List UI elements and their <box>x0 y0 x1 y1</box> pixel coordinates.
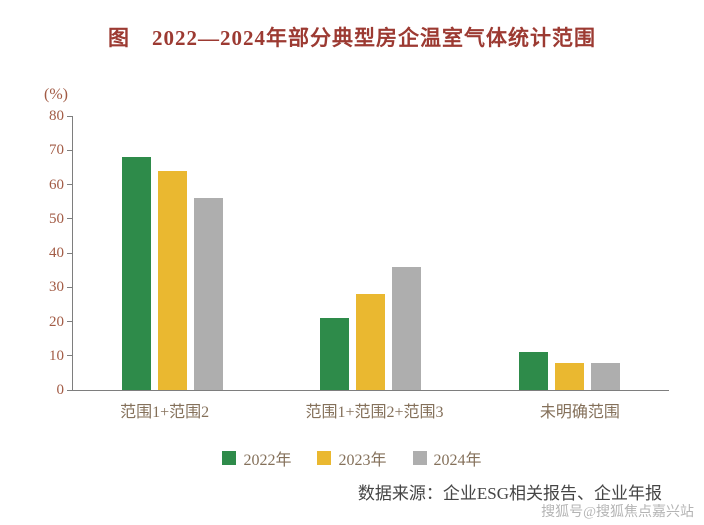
y-axis-unit-label: (%) <box>44 86 68 103</box>
category-label: 未明确范围 <box>539 404 620 421</box>
plot-area: 0 10 20 30 40 50 60 70 80 <box>49 108 669 398</box>
bar-2022年 <box>121 157 151 390</box>
bar-2022年 <box>519 352 549 390</box>
y-tick-mark <box>67 321 73 322</box>
bar-2023年 <box>157 170 187 390</box>
y-tick-label: 50 <box>49 210 64 227</box>
y-tick-label: 80 <box>49 108 64 124</box>
category-label: 范围1+范围2 <box>120 404 210 421</box>
bar-group <box>320 116 422 390</box>
watermark-text: 搜狐号@搜狐焦点嘉兴站 <box>541 505 694 520</box>
y-tick-label: 10 <box>49 347 64 364</box>
legend-label: 2024年 <box>433 452 482 469</box>
y-tick-label: 0 <box>56 382 65 398</box>
legend-swatch <box>222 451 237 465</box>
bar-2024年 <box>392 266 422 390</box>
legend-swatch <box>317 451 332 465</box>
y-tick-label: 40 <box>49 245 64 261</box>
bar-2023年 <box>555 362 585 390</box>
bar-2024年 <box>591 362 621 390</box>
legend-item: 2022年 <box>222 446 291 470</box>
bar-group <box>519 116 621 390</box>
y-tick-mark <box>67 184 73 185</box>
legend-item: 2024年 <box>412 446 482 470</box>
y-tick-label: 60 <box>49 176 64 193</box>
legend: 2022年 2023年 2024年 <box>0 446 704 470</box>
category-label: 范围1+范围2+范围3 <box>305 404 444 421</box>
y-tick-label: 20 <box>49 313 64 330</box>
category-labels: 范围1+范围2 范围1+范围2+范围3 未明确范围 <box>72 398 668 422</box>
y-tick-label: 30 <box>49 279 64 296</box>
y-tick-mark <box>67 286 73 288</box>
data-source-text: 数据来源：企业ESG相关报告、企业年报 <box>357 484 662 503</box>
y-tick-mark <box>67 149 73 151</box>
y-tick-label: 70 <box>49 142 64 159</box>
y-tick-mark <box>67 355 73 357</box>
y-tick-mark <box>67 218 73 220</box>
y-tick-mark <box>67 115 73 117</box>
chart-title: 图 2022—2024年部分典型房企温室气体统计范围 <box>108 26 596 50</box>
legend-item: 2023年 <box>317 446 387 470</box>
bar-2022年 <box>320 318 350 390</box>
bar-group <box>121 116 223 390</box>
bar-2024年 <box>193 198 223 390</box>
bar-2023年 <box>356 294 386 390</box>
legend-label: 2023年 <box>338 452 387 469</box>
bars-layer <box>73 116 669 390</box>
legend-label: 2022年 <box>243 452 292 469</box>
legend-swatch <box>412 451 427 465</box>
y-tick-mark <box>67 252 73 254</box>
y-tick-mark <box>67 389 73 391</box>
